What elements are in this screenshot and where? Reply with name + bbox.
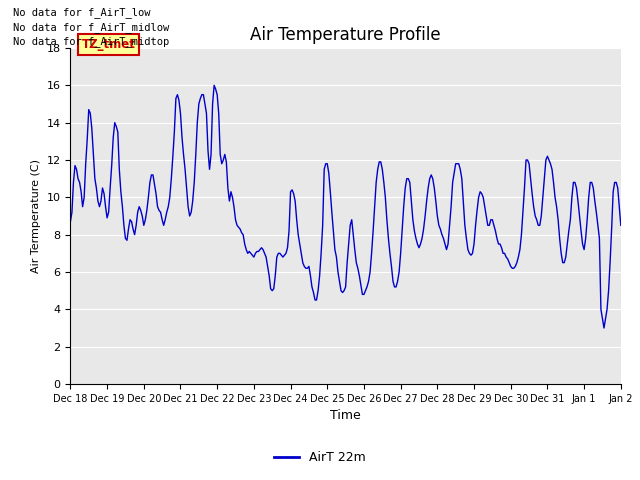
- Text: TZ_tmet: TZ_tmet: [81, 38, 135, 51]
- Legend: AirT 22m: AirT 22m: [269, 446, 371, 469]
- Y-axis label: Air Termperature (C): Air Termperature (C): [31, 159, 41, 273]
- X-axis label: Time: Time: [330, 409, 361, 422]
- Text: No data for f_AirT_midtop: No data for f_AirT_midtop: [13, 36, 169, 47]
- Text: No data for f_AirT_midlow: No data for f_AirT_midlow: [13, 22, 169, 33]
- Text: No data for f_AirT_low: No data for f_AirT_low: [13, 7, 150, 18]
- Title: Air Temperature Profile: Air Temperature Profile: [250, 25, 441, 44]
